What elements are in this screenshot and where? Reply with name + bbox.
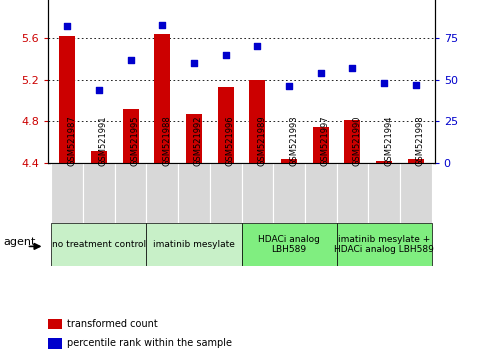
Point xyxy=(127,57,134,63)
Point xyxy=(254,44,261,49)
Text: HDACi analog
LBH589: HDACi analog LBH589 xyxy=(258,235,320,254)
Bar xyxy=(400,163,431,223)
Point xyxy=(317,70,325,76)
Bar xyxy=(281,159,297,163)
Bar xyxy=(48,319,62,329)
Bar xyxy=(59,36,75,163)
Text: imatinib mesylate +
HDACi analog LBH589: imatinib mesylate + HDACi analog LBH589 xyxy=(334,235,434,254)
Text: GSM521988: GSM521988 xyxy=(162,115,171,166)
Point xyxy=(222,52,229,57)
Text: GSM521992: GSM521992 xyxy=(194,115,203,166)
Text: GSM521994: GSM521994 xyxy=(384,115,393,166)
Bar xyxy=(376,161,392,163)
Bar xyxy=(368,163,400,223)
Bar xyxy=(273,163,305,223)
Bar xyxy=(242,163,273,223)
Text: GSM521997: GSM521997 xyxy=(321,115,330,166)
Bar xyxy=(52,163,83,223)
Bar xyxy=(337,163,368,223)
Point xyxy=(412,82,420,87)
Text: percentile rank within the sample: percentile rank within the sample xyxy=(67,338,232,348)
Text: agent: agent xyxy=(4,237,36,247)
Bar xyxy=(83,163,115,223)
Text: transformed count: transformed count xyxy=(67,319,157,329)
Text: GSM521996: GSM521996 xyxy=(226,115,235,166)
Bar xyxy=(344,120,360,163)
Text: imatinib mesylate: imatinib mesylate xyxy=(153,240,235,249)
Text: GSM521987: GSM521987 xyxy=(67,115,76,166)
Text: GSM521993: GSM521993 xyxy=(289,115,298,166)
Bar xyxy=(242,223,337,266)
Text: GSM521995: GSM521995 xyxy=(130,115,140,166)
Bar xyxy=(48,338,62,349)
Text: GSM521998: GSM521998 xyxy=(416,115,425,166)
Bar xyxy=(337,223,431,266)
Point xyxy=(95,87,103,92)
Bar xyxy=(313,127,328,163)
Bar xyxy=(186,114,202,163)
Text: GSM521991: GSM521991 xyxy=(99,115,108,166)
Bar xyxy=(218,87,234,163)
Bar xyxy=(52,223,146,266)
Point xyxy=(158,22,166,28)
Bar xyxy=(408,159,424,163)
Text: GSM521989: GSM521989 xyxy=(257,115,266,166)
Bar xyxy=(115,163,146,223)
Bar xyxy=(146,223,242,266)
Bar xyxy=(178,163,210,223)
Bar xyxy=(146,163,178,223)
Bar xyxy=(123,109,139,163)
Bar xyxy=(305,163,337,223)
Bar xyxy=(210,163,242,223)
Text: GSM521990: GSM521990 xyxy=(353,115,361,166)
Bar xyxy=(155,34,170,163)
Point xyxy=(285,84,293,89)
Bar xyxy=(91,152,107,163)
Point xyxy=(190,60,198,66)
Point xyxy=(349,65,356,71)
Bar xyxy=(249,80,265,163)
Text: no treatment control: no treatment control xyxy=(52,240,146,249)
Point xyxy=(63,24,71,29)
Point xyxy=(380,80,388,86)
